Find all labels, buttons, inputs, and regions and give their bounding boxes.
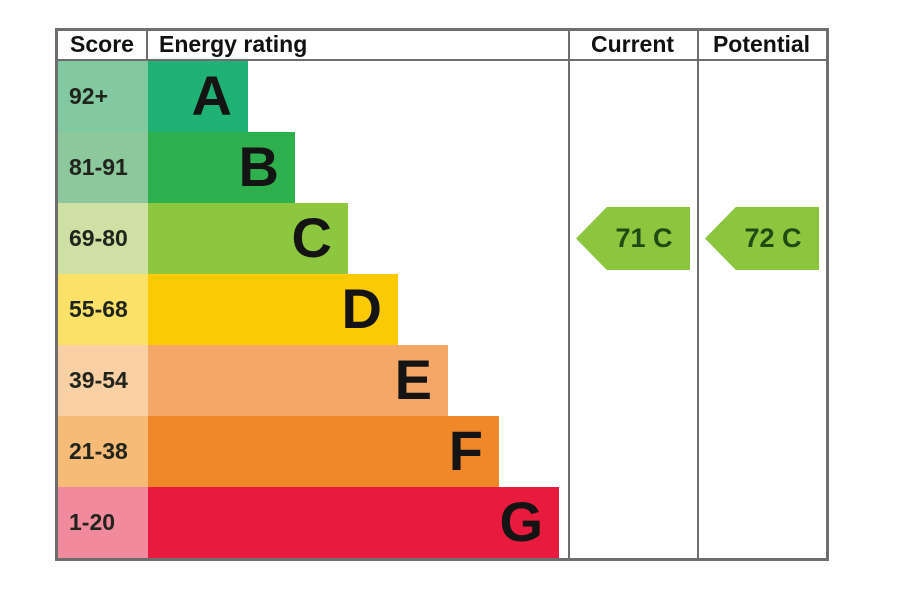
rating-bar-b: B	[148, 132, 295, 203]
rating-bar-f: F	[148, 416, 499, 487]
potential-rating-arrow: 72 C	[705, 207, 819, 270]
score-range-label: 69-80	[58, 203, 148, 274]
rating-bar-g: G	[148, 487, 559, 558]
epc-table: Score Energy rating Current Potential 92…	[55, 28, 829, 561]
band-row-d: 55-68 D	[58, 274, 568, 345]
current-column-divider	[568, 31, 570, 558]
band-row-a: 92+ A	[58, 61, 568, 132]
score-range-label: 55-68	[58, 274, 148, 345]
rating-bar-e: E	[148, 345, 448, 416]
col-header-energy-rating: Energy rating	[159, 31, 308, 57]
score-range-label: 1-20	[58, 487, 148, 558]
col-header-current: Current	[590, 31, 675, 57]
band-row-b: 81-91 B	[58, 132, 568, 203]
band-row-e: 39-54 E	[58, 345, 568, 416]
potential-column-divider	[697, 31, 699, 558]
band-row-c: 69-80 C	[58, 203, 568, 274]
score-range-label: 92+	[58, 61, 148, 132]
band-row-f: 21-38 F	[58, 416, 568, 487]
col-header-score: Score	[58, 31, 148, 59]
score-range-label: 21-38	[58, 416, 148, 487]
rating-bands: 92+ A 81-91 B 69-80 C 55-68 D 39-54 E 21-38 F 1-20 G	[58, 61, 568, 558]
rating-bar-c: C	[148, 203, 348, 274]
rating-bar-a: A	[148, 61, 248, 132]
score-range-label: 39-54	[58, 345, 148, 416]
rating-bar-d: D	[148, 274, 398, 345]
current-rating-arrow: 71 C	[576, 207, 690, 270]
band-row-g: 1-20 G	[58, 487, 568, 558]
score-range-label: 81-91	[58, 132, 148, 203]
col-header-potential: Potential	[712, 31, 811, 57]
header-row: Score Energy rating Current Potential	[58, 31, 826, 61]
